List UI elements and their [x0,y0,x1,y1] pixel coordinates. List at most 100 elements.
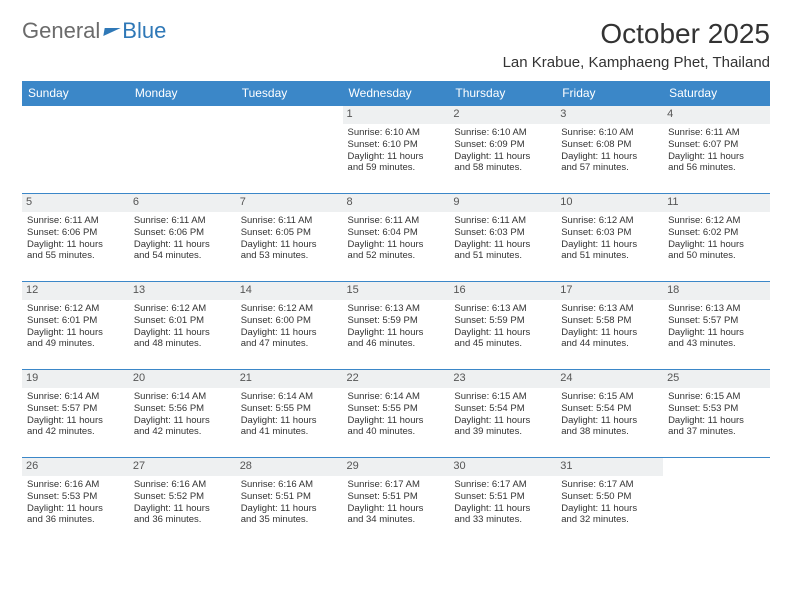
day-header-tuesday: Tuesday [236,81,343,106]
daylight-text: and 42 minutes. [27,426,124,438]
daylight-text: and 57 minutes. [561,162,658,174]
sunrise-text: Sunrise: 6:10 AM [454,127,551,139]
sunset-text: Sunset: 5:57 PM [668,315,765,327]
daylight-text: Daylight: 11 hours [454,151,551,163]
calendar-day-cell: 21Sunrise: 6:14 AMSunset: 5:55 PMDayligh… [236,370,343,458]
daylight-text: Daylight: 11 hours [134,415,231,427]
daylight-text: and 43 minutes. [668,338,765,350]
sunset-text: Sunset: 5:56 PM [134,403,231,415]
day-number: 12 [22,282,129,300]
calendar-empty-cell [663,458,770,546]
calendar-day-cell: 4 Sunrise: 6:11 AMSunset: 6:07 PMDaylight… [663,106,770,194]
sunset-text: Sunset: 5:59 PM [454,315,551,327]
sunrise-text: Sunrise: 6:13 AM [454,303,551,315]
daylight-text: Daylight: 11 hours [668,239,765,251]
sunrise-text: Sunrise: 6:10 AM [561,127,658,139]
calendar-header-row: SundayMondayTuesdayWednesdayThursdayFrid… [22,81,770,106]
daylight-text: and 59 minutes. [348,162,445,174]
daylight-text: Daylight: 11 hours [27,327,124,339]
day-number: 13 [129,282,236,300]
sunrise-text: Sunrise: 6:13 AM [348,303,445,315]
brand-logo: General Blue [22,18,166,44]
sunset-text: Sunset: 6:06 PM [27,227,124,239]
daylight-text: Daylight: 11 hours [241,327,338,339]
daylight-text: Daylight: 11 hours [561,151,658,163]
day-header-wednesday: Wednesday [343,81,450,106]
calendar-day-cell: 30Sunrise: 6:17 AMSunset: 5:51 PMDayligh… [449,458,556,546]
calendar-day-cell: 22Sunrise: 6:14 AMSunset: 5:55 PMDayligh… [343,370,450,458]
daylight-text: Daylight: 11 hours [454,239,551,251]
sunset-text: Sunset: 6:04 PM [348,227,445,239]
daylight-text: Daylight: 11 hours [27,239,124,251]
sunrise-text: Sunrise: 6:16 AM [134,479,231,491]
sunset-text: Sunset: 5:57 PM [27,403,124,415]
daylight-text: Daylight: 11 hours [27,503,124,515]
daylight-text: Daylight: 11 hours [454,415,551,427]
sunset-text: Sunset: 6:01 PM [27,315,124,327]
daylight-text: Daylight: 11 hours [561,503,658,515]
sunrise-text: Sunrise: 6:11 AM [27,215,124,227]
brand-triangle-icon [104,28,121,36]
day-number: 5 [22,194,129,212]
day-number: 20 [129,370,236,388]
sunrise-text: Sunrise: 6:11 AM [241,215,338,227]
sunset-text: Sunset: 6:00 PM [241,315,338,327]
calendar-day-cell: 7Sunrise: 6:11 AMSunset: 6:05 PMDaylight… [236,194,343,282]
day-number: 28 [236,458,343,476]
sunrise-text: Sunrise: 6:10 AM [348,127,445,139]
calendar-week-row: 19Sunrise: 6:14 AMSunset: 5:57 PMDayligh… [22,370,770,458]
calendar-day-cell: 27Sunrise: 6:16 AMSunset: 5:52 PMDayligh… [129,458,236,546]
sunrise-text: Sunrise: 6:17 AM [348,479,445,491]
daylight-text: Daylight: 11 hours [454,503,551,515]
daylight-text: Daylight: 11 hours [348,327,445,339]
sunset-text: Sunset: 6:05 PM [241,227,338,239]
sunset-text: Sunset: 5:51 PM [241,491,338,503]
day-number: 1 [343,106,450,124]
sunset-text: Sunset: 5:53 PM [668,403,765,415]
sunset-text: Sunset: 5:52 PM [134,491,231,503]
day-number: 31 [556,458,663,476]
sunset-text: Sunset: 6:07 PM [668,139,765,151]
sunset-text: Sunset: 5:51 PM [348,491,445,503]
sunset-text: Sunset: 6:10 PM [348,139,445,151]
daylight-text: and 54 minutes. [134,250,231,262]
sunrise-text: Sunrise: 6:17 AM [561,479,658,491]
calendar-day-cell: 10Sunrise: 6:12 AMSunset: 6:03 PMDayligh… [556,194,663,282]
day-number: 24 [556,370,663,388]
calendar-day-cell: 28Sunrise: 6:16 AMSunset: 5:51 PMDayligh… [236,458,343,546]
calendar-day-cell: 2Sunrise: 6:10 AMSunset: 6:09 PMDaylight… [449,106,556,194]
sunrise-text: Sunrise: 6:13 AM [561,303,658,315]
daylight-text: and 40 minutes. [348,426,445,438]
daylight-text: Daylight: 11 hours [668,151,765,163]
sunrise-text: Sunrise: 6:14 AM [241,391,338,403]
daylight-text: and 33 minutes. [454,514,551,526]
daylight-text: and 39 minutes. [454,426,551,438]
daylight-text: Daylight: 11 hours [561,327,658,339]
daylight-text: Daylight: 11 hours [348,415,445,427]
brand-text-general: General [22,18,100,44]
day-number: 11 [663,194,770,212]
calendar-day-cell: 25Sunrise: 6:15 AMSunset: 5:53 PMDayligh… [663,370,770,458]
daylight-text: Daylight: 11 hours [668,327,765,339]
sunrise-text: Sunrise: 6:11 AM [348,215,445,227]
sunset-text: Sunset: 6:03 PM [454,227,551,239]
day-number: 16 [449,282,556,300]
calendar-day-cell: 18Sunrise: 6:13 AMSunset: 5:57 PMDayligh… [663,282,770,370]
sunrise-text: Sunrise: 6:11 AM [454,215,551,227]
day-number: 2 [449,106,556,124]
calendar-day-cell: 1Sunrise: 6:10 AMSunset: 6:10 PMDaylight… [343,106,450,194]
calendar-empty-cell [129,106,236,194]
sunrise-text: Sunrise: 6:15 AM [454,391,551,403]
daylight-text: and 55 minutes. [27,250,124,262]
calendar-day-cell: 24Sunrise: 6:15 AMSunset: 5:54 PMDayligh… [556,370,663,458]
daylight-text: and 38 minutes. [561,426,658,438]
daylight-text: and 50 minutes. [668,250,765,262]
sunset-text: Sunset: 6:03 PM [561,227,658,239]
daylight-text: and 49 minutes. [27,338,124,350]
sunrise-text: Sunrise: 6:17 AM [454,479,551,491]
calendar-week-row: 1Sunrise: 6:10 AMSunset: 6:10 PMDaylight… [22,106,770,194]
sunrise-text: Sunrise: 6:11 AM [668,127,765,139]
day-number: 4 [663,106,770,124]
calendar-day-cell: 6Sunrise: 6:11 AMSunset: 6:06 PMDaylight… [129,194,236,282]
sunrise-text: Sunrise: 6:16 AM [27,479,124,491]
